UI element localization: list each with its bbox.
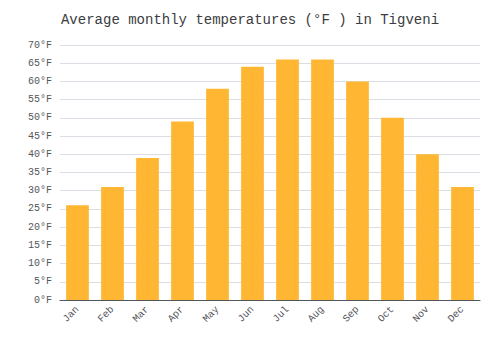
svg-text:55°F: 55°F	[28, 94, 52, 105]
svg-text:May: May	[201, 304, 221, 324]
svg-text:Feb: Feb	[96, 304, 116, 324]
svg-text:Mar: Mar	[131, 304, 151, 324]
svg-text:Jan: Jan	[61, 304, 81, 324]
svg-text:Apr: Apr	[166, 304, 186, 324]
svg-text:Dec: Dec	[446, 304, 466, 324]
svg-text:30°F: 30°F	[28, 185, 52, 196]
svg-text:Jul: Jul	[271, 304, 291, 324]
svg-text:0°F: 0°F	[34, 295, 52, 306]
svg-text:25°F: 25°F	[28, 203, 52, 214]
svg-text:65°F: 65°F	[28, 58, 52, 69]
svg-text:Oct: Oct	[376, 304, 396, 324]
svg-text:70°F: 70°F	[28, 40, 52, 51]
svg-text:50°F: 50°F	[28, 112, 52, 123]
svg-text:35°F: 35°F	[28, 167, 52, 178]
svg-text:20°F: 20°F	[28, 222, 52, 233]
svg-text:5°F: 5°F	[34, 276, 52, 287]
svg-text:45°F: 45°F	[28, 131, 52, 142]
svg-text:10°F: 10°F	[28, 258, 52, 269]
svg-text:Jun: Jun	[236, 304, 256, 324]
svg-text:Sep: Sep	[341, 304, 361, 324]
svg-text:Nov: Nov	[411, 304, 431, 324]
svg-text:40°F: 40°F	[28, 149, 52, 160]
svg-text:60°F: 60°F	[28, 76, 52, 87]
svg-text:Average monthly temperatures (: Average monthly temperatures (°F ) in Ti…	[61, 12, 439, 28]
svg-text:Aug: Aug	[306, 304, 326, 324]
svg-text:15°F: 15°F	[28, 240, 52, 251]
